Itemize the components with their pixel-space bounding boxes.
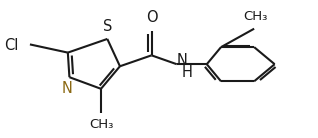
Text: H: H	[182, 65, 193, 80]
Text: CH₃: CH₃	[244, 10, 268, 23]
Text: CH₃: CH₃	[89, 118, 113, 131]
Text: N: N	[62, 81, 73, 96]
Text: N: N	[176, 53, 187, 68]
Text: S: S	[103, 19, 112, 34]
Text: O: O	[146, 10, 157, 25]
Text: Cl: Cl	[4, 38, 19, 53]
